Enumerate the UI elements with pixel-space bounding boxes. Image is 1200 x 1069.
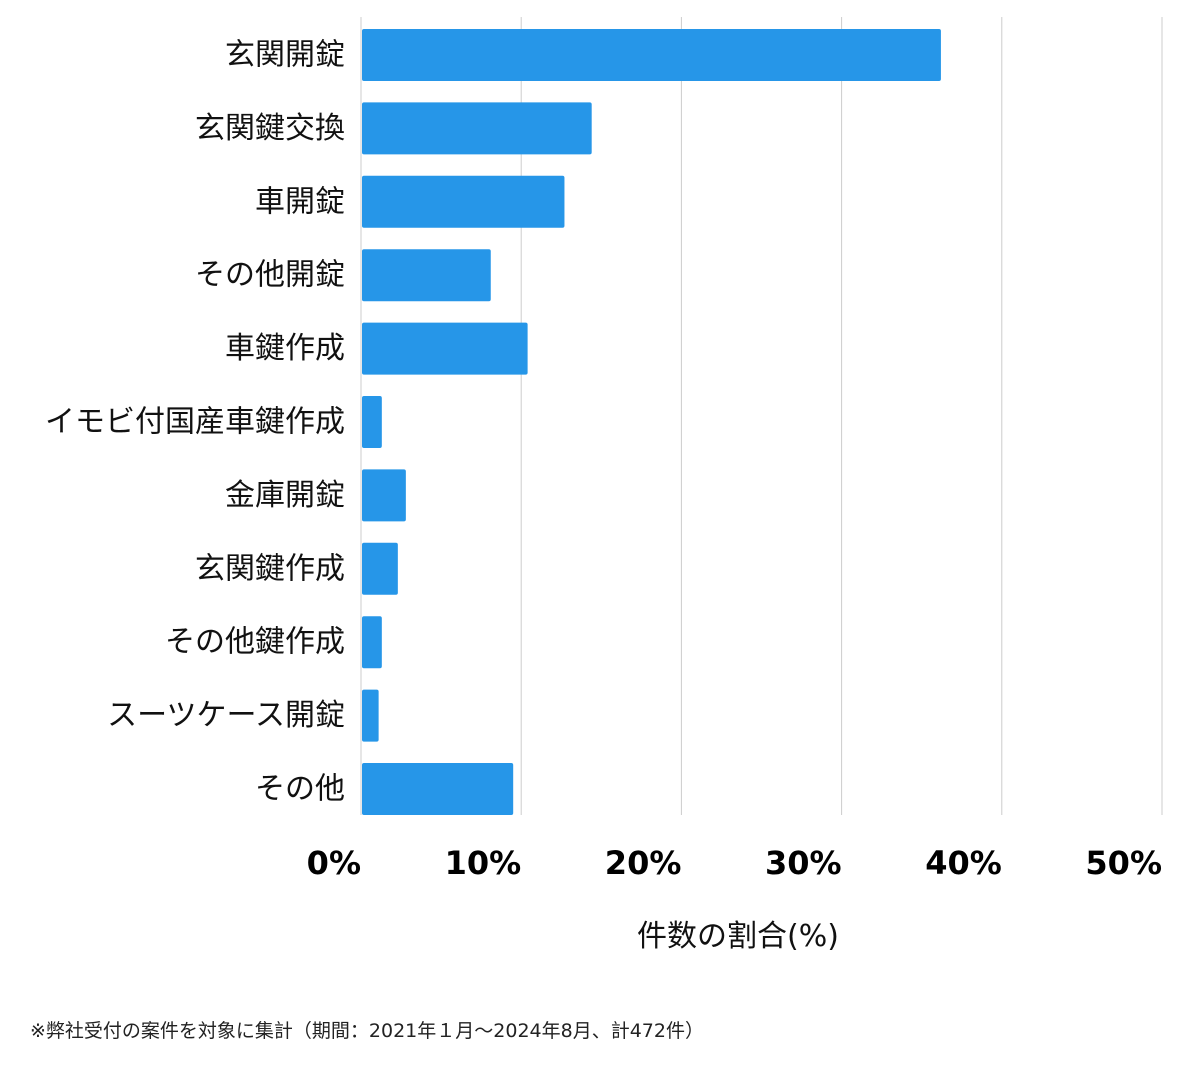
x-tick-labels: 0% 10% 20% 30% 40% 50% [307,844,1162,882]
bars-layer [362,29,941,815]
category-label: 玄関鍵作成 [195,551,345,586]
category-label: その他鍵作成 [165,625,345,660]
x-tick-label: 20% [605,844,682,882]
bar [362,763,514,815]
category-label: 玄関開錠 [225,38,345,73]
category-label: その他開錠 [195,258,345,293]
x-tick-label: 40% [925,844,1002,882]
category-label: 金庫開錠 [225,478,345,513]
bar [362,102,592,155]
bar [362,616,382,669]
category-label: スーツケース開錠 [107,698,345,733]
footnote: ※弊社受付の案件を対象に集計（期間：2021年１月〜2024年8月、計472件） [30,1020,704,1042]
x-tick-label: 0% [307,844,361,882]
category-labels: 玄関開錠玄関鍵交換車開錠その他開錠車鍵作成イモビ付国産車鍵作成金庫開錠玄関鍵作成… [45,38,345,807]
x-tick-label: 10% [445,844,522,882]
x-axis-title: 件数の割合(%) [637,919,839,954]
category-label: その他 [255,772,345,807]
bar [362,542,398,595]
bar [362,469,406,522]
bar [362,322,528,375]
x-tick-label: 30% [765,844,842,882]
category-label: イモビ付国産車鍵作成 [45,405,345,440]
category-label: 玄関鍵交換 [195,111,345,146]
bar [362,175,565,228]
category-label: 車開錠 [255,184,345,219]
bar-chart: 玄関開錠玄関鍵交換車開錠その他開錠車鍵作成イモビ付国産車鍵作成金庫開錠玄関鍵作成… [45,17,1163,954]
category-label: 車鍵作成 [225,331,345,366]
bar [362,249,491,302]
bar [362,29,941,81]
x-tick-label: 50% [1085,844,1162,882]
bar [362,689,379,742]
bar [362,396,382,448]
